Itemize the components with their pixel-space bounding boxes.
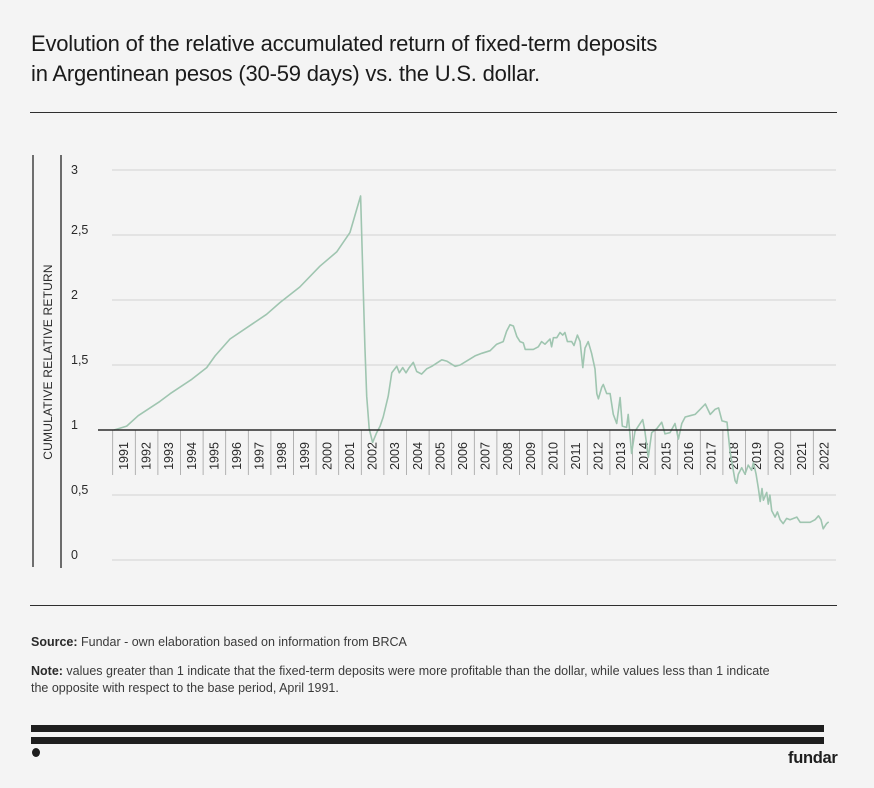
line-chart: CUMULATIVE RELATIVE RETURN 0 0,5 1 1,5 2 2,5 3…	[32, 155, 836, 568]
brand-dot-icon	[32, 748, 40, 757]
chart-title-line-2: in Argentinean pesos (30-59 days) vs. th…	[31, 61, 540, 86]
brand-bar-bottom	[31, 737, 824, 744]
y-tick-label: 0	[71, 548, 78, 562]
x-tick-label: 2013	[614, 442, 628, 470]
explanatory-note: Note: values greater than 1 indicate tha…	[31, 663, 770, 696]
x-tick-label: 2007	[479, 442, 493, 470]
title-divider	[30, 112, 837, 113]
x-tick-label: 2002	[366, 442, 380, 470]
chart-title-line-1: Evolution of the relative accumulated re…	[31, 31, 658, 56]
x-tick-label: 1994	[185, 442, 199, 470]
y-tick-label: 0,5	[71, 483, 88, 497]
grid-lines	[112, 169, 836, 561]
x-tick-label: 1996	[230, 442, 244, 470]
x-tick-label: 2012	[592, 442, 606, 470]
x-tick-label: 1992	[140, 442, 154, 470]
x-tick-label: 2016	[682, 442, 696, 470]
x-tick-label: 2000	[320, 442, 334, 470]
brand-logo: fundar	[788, 749, 838, 767]
source-label: Source:	[31, 635, 78, 649]
x-tick-label: 2006	[456, 442, 470, 470]
x-tick-label: 1995	[207, 442, 221, 470]
x-tick-label: 2011	[569, 443, 583, 470]
x-tick-label: 2017	[705, 442, 719, 470]
chart-title: Evolution of the relative accumulated re…	[31, 29, 657, 89]
x-tick-label: 1998	[275, 442, 289, 470]
x-tick-label: 2010	[546, 442, 560, 470]
y-tick-label: 1	[71, 418, 78, 432]
source-text: Fundar - own elaboration based on inform…	[77, 635, 407, 649]
x-tick-label: 2001	[343, 442, 357, 470]
x-tick-label: 2015	[659, 442, 673, 470]
x-tick-label: 1999	[298, 442, 312, 470]
y-tick-label: 3	[71, 163, 78, 177]
x-tick-label: 2008	[501, 442, 515, 470]
x-tick-label: 1997	[253, 442, 267, 470]
x-tick-labels: 1991 1992 1993 1994 1995 1996 1997 1998 1999 2000…	[117, 442, 832, 470]
note-text-line-1: values greater than 1 indicate that the …	[62, 664, 770, 678]
y-tick-label: 2	[71, 288, 78, 302]
y-axis-title: CUMULATIVE RELATIVE RETURN	[41, 264, 55, 459]
x-tick-label: 2003	[388, 442, 402, 470]
note-label: Note:	[31, 664, 63, 678]
x-tick-label: 2022	[818, 442, 832, 470]
x-tick-label: 2004	[411, 442, 425, 470]
y-tick-label: 1,5	[71, 353, 88, 367]
note-text-line-2: the opposite with respect to the base pe…	[31, 680, 339, 695]
brand-bar-top	[31, 725, 824, 732]
source-note: Source: Fundar - own elaboration based o…	[31, 634, 407, 650]
x-tick-label: 2005	[433, 442, 447, 470]
footer-divider	[30, 605, 837, 606]
x-tick-label: 1991	[117, 442, 131, 470]
x-tick-label: 2020	[772, 442, 786, 470]
x-tick-label: 1993	[162, 442, 176, 470]
x-tick-label: 2018	[727, 442, 741, 470]
x-tick-label: 2021	[795, 442, 809, 470]
y-tick-label: 2,5	[71, 223, 88, 237]
series-line-relative-return	[113, 195, 829, 530]
series-layer	[98, 195, 836, 530]
y-tick-labels: 0 0,5 1 1,5 2 2,5 3	[71, 163, 88, 562]
x-tick-label: 2009	[524, 442, 538, 470]
